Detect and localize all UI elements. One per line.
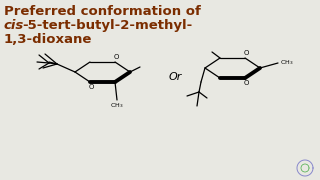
Text: CH$_3$: CH$_3$: [280, 58, 293, 68]
Text: CH$_3$: CH$_3$: [110, 101, 124, 110]
Text: O: O: [243, 80, 249, 86]
Text: -5-tert-butyl-2-methyl-: -5-tert-butyl-2-methyl-: [22, 19, 192, 32]
Text: Or: Or: [168, 72, 182, 82]
Text: O: O: [243, 50, 249, 56]
Text: O: O: [88, 84, 94, 90]
Text: O: O: [113, 54, 119, 60]
Text: 1,3-dioxane: 1,3-dioxane: [4, 33, 92, 46]
Text: Preferred conformation of: Preferred conformation of: [4, 5, 201, 18]
Text: cis: cis: [4, 19, 24, 32]
